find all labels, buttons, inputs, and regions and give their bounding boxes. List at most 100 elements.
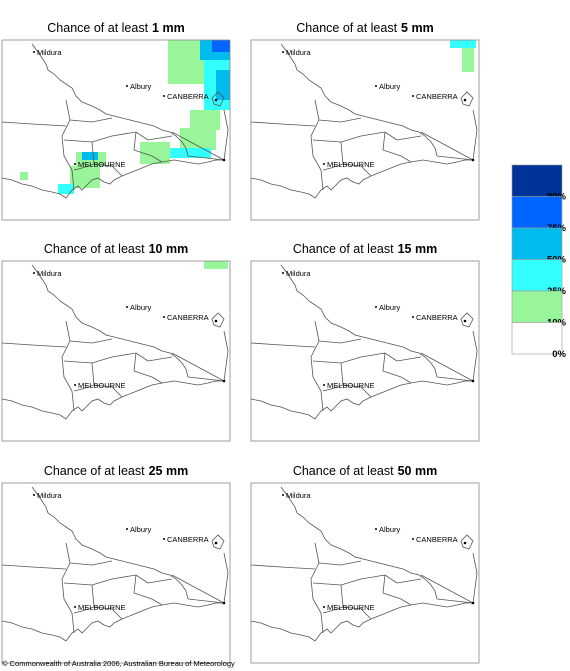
panel-title: Chance of at least 25 mm: [44, 464, 188, 478]
place-dot: [412, 538, 414, 540]
place-label: MELBOURNE: [327, 160, 375, 169]
map-panel: Chance of at least 50 mm Mildura CANBERRA Al…: [250, 464, 480, 664]
canberra-dot: [463, 541, 467, 545]
place-label: MELBOURNE: [78, 381, 126, 390]
map-frame: [1, 260, 231, 442]
coast-dot: [222, 601, 226, 605]
map-outline: [2, 487, 228, 641]
place-dot: [33, 51, 35, 53]
map-panel: Chance of at least 15 mm Mildura CANBERRA Al…: [250, 242, 480, 442]
place-dot: [74, 606, 76, 608]
coast-dot: [222, 158, 226, 162]
place-label: CANBERRA: [167, 313, 209, 322]
title-text: Chance of at least: [293, 242, 394, 256]
place-dot: [74, 384, 76, 386]
map-frame: [1, 39, 231, 221]
coast-dot: [471, 379, 475, 383]
map-panel: Chance of at least 1 mm Mildura CANBERRA Alb…: [1, 21, 231, 221]
rain-shading: [204, 40, 476, 269]
map-outline: [251, 487, 477, 641]
place-dot: [163, 538, 165, 540]
place-label: MELBOURNE: [78, 160, 126, 169]
map-outline: [2, 265, 228, 419]
place-label: CANBERRA: [167, 92, 209, 101]
canberra-dot: [214, 541, 218, 545]
map-outline: [251, 265, 477, 419]
map-frame: [250, 260, 480, 442]
title-text: Chance of at least: [47, 21, 148, 35]
copyright: © Commonwealth of Australia 2006, Austra…: [2, 659, 235, 668]
place-dot: [323, 384, 325, 386]
place-dot: [282, 51, 284, 53]
place-label: Albury: [130, 303, 152, 312]
coast-dot: [471, 158, 475, 162]
legend-swatch: [511, 164, 563, 197]
panels: Chance of at least 1 mm Mildura CANBERRA Alb…: [1, 21, 480, 664]
place-label: MELBOURNE: [327, 381, 375, 390]
place-dot: [74, 163, 76, 165]
place-dot: [375, 85, 377, 87]
legend-swatch: [511, 196, 563, 229]
place-label: CANBERRA: [416, 535, 458, 544]
title-threshold: 1 mm: [152, 21, 185, 35]
title-text: Chance of at least: [293, 464, 394, 478]
place-dot: [126, 85, 128, 87]
place-label: Albury: [379, 82, 401, 91]
place-dot: [126, 528, 128, 530]
title-threshold: 10 mm: [149, 242, 189, 256]
place-label: Albury: [130, 525, 152, 534]
title-text: Chance of at least: [44, 242, 145, 256]
place-dot: [163, 316, 165, 318]
place-label: Mildura: [37, 491, 62, 500]
place-label: Albury: [379, 303, 401, 312]
place-dot: [163, 95, 165, 97]
legend: 90%75%50%25%10%0%: [511, 164, 567, 360]
map-frame: [250, 39, 480, 221]
place-label: CANBERRA: [416, 313, 458, 322]
legend-swatch: [511, 322, 563, 355]
canberra-dot: [214, 319, 218, 323]
place-dot: [323, 606, 325, 608]
rain-shading: [20, 40, 230, 194]
place-label: MELBOURNE: [327, 603, 375, 612]
place-dot: [282, 272, 284, 274]
title-threshold: 25 mm: [149, 464, 189, 478]
place-label: MELBOURNE: [78, 603, 126, 612]
place-label: Mildura: [286, 491, 311, 500]
coast-dot: [222, 379, 226, 383]
place-dot: [412, 95, 414, 97]
place-dot: [323, 163, 325, 165]
place-label: Mildura: [37, 48, 62, 57]
place-dot: [33, 272, 35, 274]
title-text: Chance of at least: [44, 464, 145, 478]
map-panel: Chance of at least 10 mm Mildura CANBERRA Al…: [1, 242, 231, 442]
canberra-dot: [214, 98, 218, 102]
place-label: CANBERRA: [167, 535, 209, 544]
place-dot: [33, 494, 35, 496]
title-text: Chance of at least: [296, 21, 397, 35]
panel-title: Chance of at least 50 mm: [293, 464, 437, 478]
place-label: Mildura: [37, 269, 62, 278]
legend-label: 0%: [552, 349, 566, 360]
map-panel: Chance of at least 25 mm Mildura CANBERRA Al…: [1, 464, 231, 664]
map-frame: [1, 482, 231, 664]
title-threshold: 50 mm: [398, 464, 438, 478]
panel-title: Chance of at least 15 mm: [293, 242, 437, 256]
title-threshold: 5 mm: [401, 21, 434, 35]
map-outline: [251, 44, 477, 198]
place-label: Mildura: [286, 48, 311, 57]
place-label: CANBERRA: [416, 92, 458, 101]
map-panel: Chance of at least 5 mm Mildura CANBERRA Alb…: [250, 21, 480, 221]
place-dot: [412, 316, 414, 318]
map-frame: [250, 482, 480, 664]
panel-title: Chance of at least 1 mm: [47, 21, 184, 35]
place-dot: [375, 306, 377, 308]
title-threshold: 15 mm: [398, 242, 438, 256]
place-label: Mildura: [286, 269, 311, 278]
canberra-dot: [463, 98, 467, 102]
legend-swatch: [511, 290, 563, 323]
coast-dot: [471, 601, 475, 605]
legend-swatch: [511, 259, 563, 292]
